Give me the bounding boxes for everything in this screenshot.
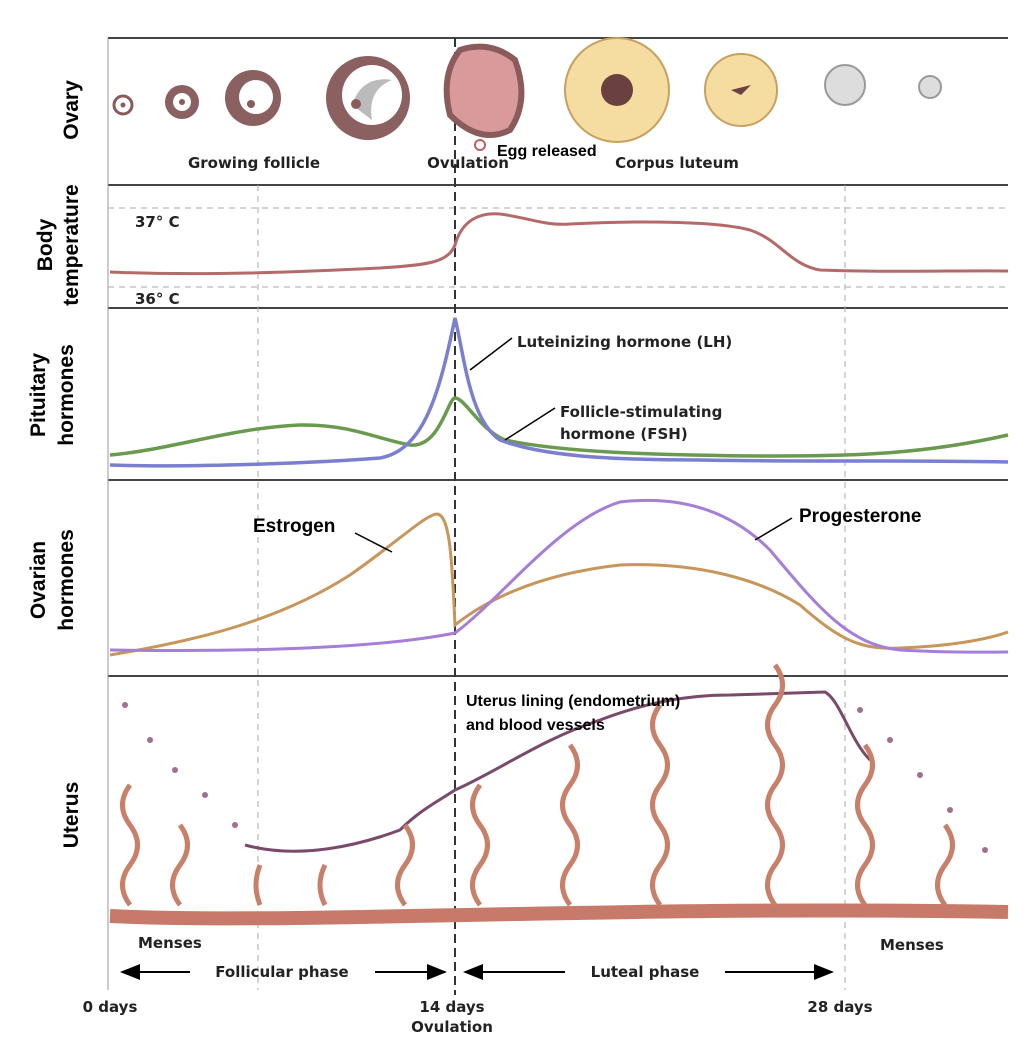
menses-label: Menses xyxy=(880,936,944,954)
row-label: Uterus xyxy=(60,782,83,849)
hormone-label: Estrogen xyxy=(253,516,335,537)
hormone-label: hormone (FSH) xyxy=(560,425,688,443)
row-label: Pituitary xyxy=(27,353,50,437)
hormone-label: Luteinizing hormone (LH) xyxy=(517,333,732,351)
timeline-label: 14 days xyxy=(419,998,484,1016)
ovary-label: Growing follicle xyxy=(188,154,320,172)
timeline-label: 0 days xyxy=(83,998,138,1016)
row-label: Ovarian xyxy=(27,541,50,619)
fsh-curve xyxy=(109,396,1009,458)
ovary-label: Egg released xyxy=(497,143,597,160)
leader xyxy=(754,517,793,541)
leader xyxy=(504,407,556,441)
row-label: hormones xyxy=(55,529,78,631)
temperature-curve xyxy=(109,212,1009,276)
uterus-label: Uterus lining (endometrium) xyxy=(466,693,680,710)
guides xyxy=(108,185,1008,990)
temp-label: 37° C xyxy=(135,213,180,231)
endometrium xyxy=(109,663,1009,926)
follicles xyxy=(112,37,942,151)
menses-label: Menses xyxy=(138,934,202,952)
row-label: Ovary xyxy=(60,80,83,140)
timeline-label: 28 days xyxy=(807,998,872,1016)
row-label: Body xyxy=(34,218,57,271)
row-label: temperature xyxy=(60,184,83,305)
leader xyxy=(354,532,393,553)
timeline-label: Ovulation xyxy=(411,1018,493,1036)
estrogen-curve xyxy=(109,512,1009,657)
leader xyxy=(469,337,513,371)
row-label: hormones xyxy=(55,344,78,446)
hormone-label: Follicle-stimulating xyxy=(560,403,722,421)
ovary-label: Ovulation xyxy=(427,154,509,172)
ovary-label: Corpus luteum xyxy=(615,154,739,172)
uterus-label: and blood vessels xyxy=(466,717,605,734)
phase-label: Follicular phase xyxy=(215,963,348,981)
lh-curve xyxy=(109,317,1009,468)
temp-label: 36° C xyxy=(135,290,180,308)
hormone-label: Progesterone xyxy=(799,506,921,527)
progesterone-curve xyxy=(109,498,1009,654)
phase-label: Luteal phase xyxy=(591,963,700,981)
